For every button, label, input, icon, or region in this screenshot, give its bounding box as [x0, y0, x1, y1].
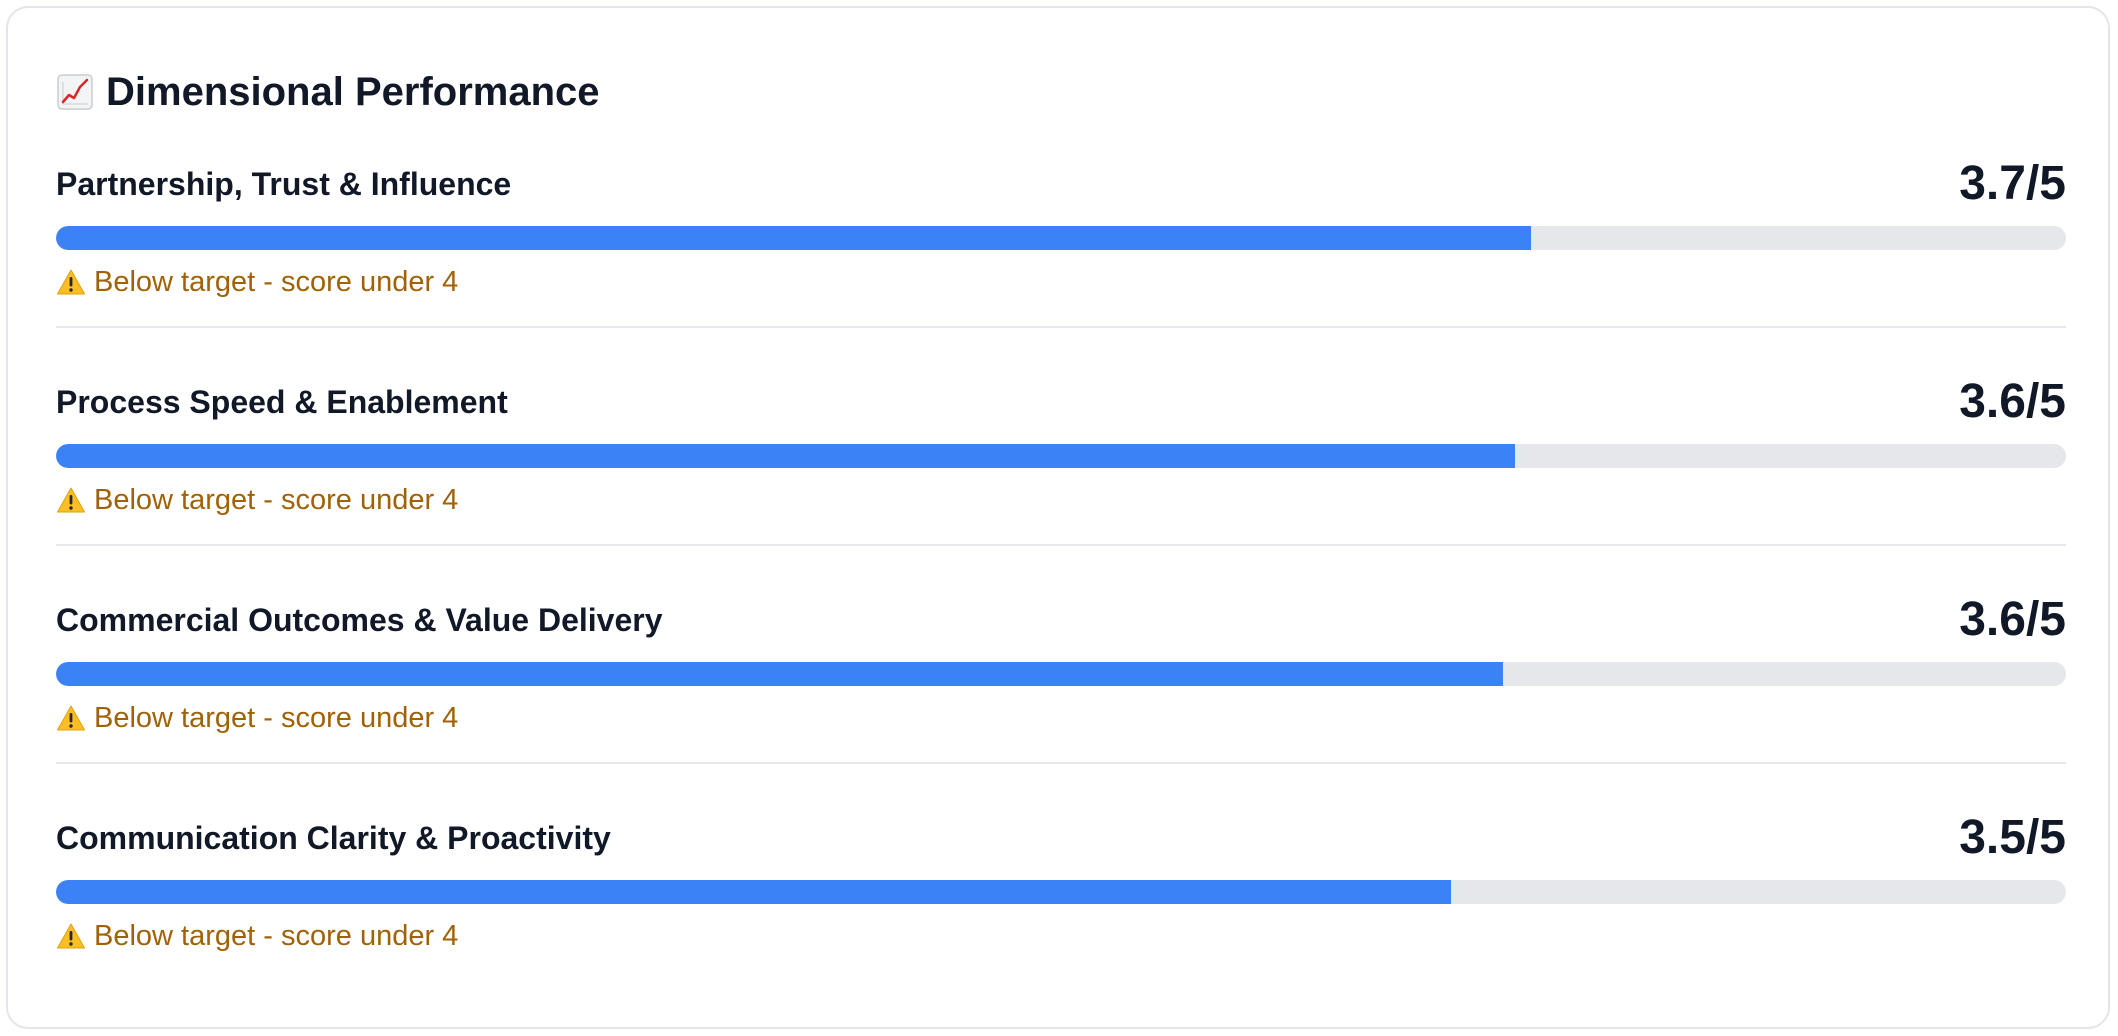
dimension-score: 3.6/5	[1959, 593, 2066, 646]
score-progress-fill	[56, 226, 1532, 250]
warning-icon	[57, 487, 85, 513]
dimension-name: Partnership, Trust & Influence	[56, 166, 512, 202]
dimension-score: 3.6/5	[1959, 375, 2066, 428]
below-target-warning: Below target - score under 4	[56, 698, 458, 738]
warning-text: Below target - score under 4	[94, 701, 459, 734]
warning-text: Below target - score under 4	[94, 483, 459, 516]
dimension-row: Communication Clarity & Proactivity 3.5/…	[56, 811, 2066, 1030]
score-progress-bar	[56, 880, 2066, 904]
dimension-score: 3.5/5	[1959, 811, 2066, 864]
dimension-name: Commercial Outcomes & Value Delivery	[56, 602, 663, 638]
warning-icon	[57, 705, 85, 731]
dimension-name: Communication Clarity & Proactivity	[56, 820, 611, 856]
divider	[56, 762, 2066, 764]
dimension-name: Process Speed & Enablement	[56, 384, 508, 420]
dimension-row: Commercial Outcomes & Value Delivery 3.6…	[56, 593, 2066, 812]
below-target-warning: Below target - score under 4	[56, 480, 458, 520]
warning-text: Below target - score under 4	[94, 265, 459, 298]
divider	[56, 326, 2066, 328]
dimensional-performance-card: Dimensional Performance Partnership, Tru…	[6, 6, 2110, 1029]
warning-icon	[57, 923, 85, 949]
chart-increasing-icon	[57, 74, 93, 110]
score-progress-bar	[56, 226, 2066, 250]
dimension-row: Partnership, Trust & Influence 3.7/5 Bel…	[56, 157, 2066, 376]
divider	[56, 544, 2066, 546]
score-progress-bar	[56, 444, 2066, 468]
dimension-score: 3.7/5	[1959, 157, 2066, 210]
card-title: Dimensional Performance	[56, 66, 600, 118]
dimension-row: Process Speed & Enablement 3.6/5 Below t…	[56, 375, 2066, 594]
card-title-text: Dimensional Performance	[106, 69, 600, 114]
warning-text: Below target - score under 4	[94, 919, 459, 952]
warning-icon	[57, 269, 85, 295]
below-target-warning: Below target - score under 4	[56, 262, 458, 302]
score-progress-fill	[56, 880, 1451, 904]
score-progress-bar	[56, 662, 2066, 686]
score-progress-fill	[56, 662, 1504, 686]
score-progress-fill	[56, 444, 1516, 468]
below-target-warning: Below target - score under 4	[56, 916, 458, 956]
